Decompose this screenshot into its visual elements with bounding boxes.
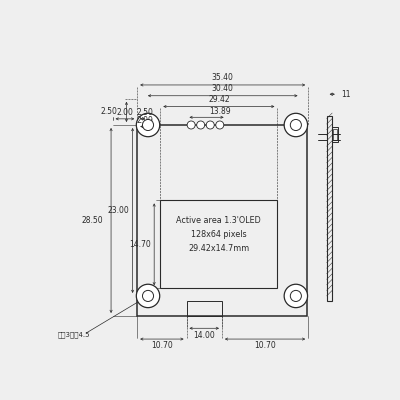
Text: 29.42: 29.42: [208, 95, 230, 104]
Circle shape: [142, 290, 154, 302]
Text: 2.99: 2.99: [137, 116, 154, 125]
Text: 14.70: 14.70: [129, 240, 151, 249]
Bar: [160, 200, 277, 288]
Circle shape: [136, 284, 160, 308]
Text: 30.40: 30.40: [212, 84, 234, 94]
Circle shape: [284, 113, 308, 137]
Text: 2.50: 2.50: [137, 108, 154, 117]
Text: 10.70: 10.70: [254, 341, 276, 350]
Bar: [332, 127, 338, 142]
Text: 2.50: 2.50: [101, 108, 118, 116]
Circle shape: [142, 120, 154, 130]
Circle shape: [216, 121, 224, 129]
Circle shape: [290, 120, 302, 130]
Text: 23.00: 23.00: [108, 206, 130, 215]
Bar: [137, 125, 307, 316]
Circle shape: [187, 121, 195, 129]
Bar: [327, 116, 332, 300]
Text: 35.40: 35.40: [212, 73, 234, 82]
Text: 内径3外到4.5: 内径3外到4.5: [57, 331, 90, 338]
Text: 2.00: 2.00: [116, 108, 133, 117]
Text: 14.00: 14.00: [193, 330, 215, 340]
Circle shape: [290, 290, 302, 302]
Text: 11: 11: [342, 90, 351, 99]
Circle shape: [206, 121, 214, 129]
Circle shape: [284, 284, 308, 308]
Text: 28.50: 28.50: [82, 216, 103, 225]
Bar: [333, 129, 337, 140]
Bar: [186, 301, 222, 316]
Text: Active area 1.3'OLED
128x64 pixels
29.42x14.7mm: Active area 1.3'OLED 128x64 pixels 29.42…: [176, 216, 261, 253]
Text: 10.70: 10.70: [151, 341, 173, 350]
Text: 13.89: 13.89: [210, 107, 231, 116]
Circle shape: [136, 113, 160, 137]
Circle shape: [197, 121, 205, 129]
